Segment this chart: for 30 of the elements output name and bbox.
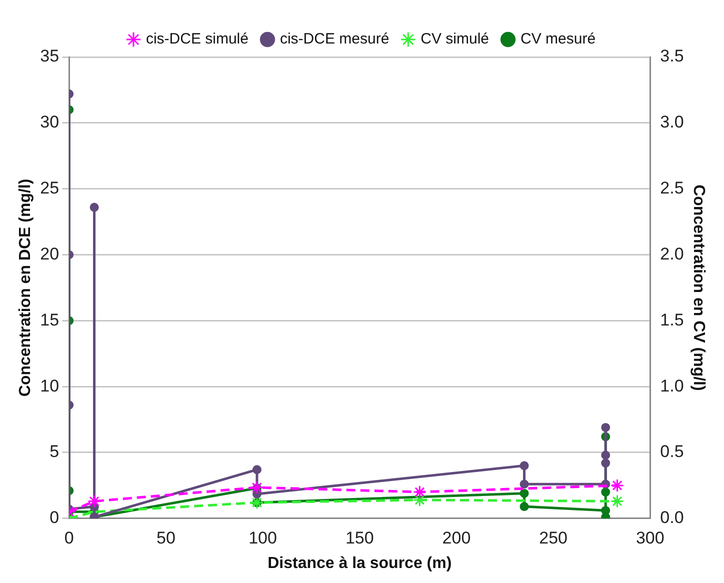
legend-label: CV mesuré bbox=[520, 30, 596, 48]
y-tick-label: 30 bbox=[40, 112, 60, 132]
x-axis-title: Distance à la source (m) bbox=[268, 554, 452, 572]
x-tick-label: 250 bbox=[539, 528, 568, 548]
y-tick-label: 35 bbox=[40, 46, 60, 66]
y-axis-title: Concentration en DCE (mg/l) bbox=[17, 178, 34, 397]
y2-tick-label: 2.5 bbox=[660, 178, 684, 198]
x-tick-label: 0 bbox=[64, 528, 74, 548]
x-tick-label: 300 bbox=[636, 528, 664, 548]
y2-tick-label: 3.0 bbox=[660, 112, 684, 132]
y2-axis-title: Concentration en CV (mg/l) bbox=[690, 184, 707, 391]
y2-tick-label: 0.5 bbox=[660, 442, 684, 462]
y-tick-label: 0 bbox=[50, 508, 60, 528]
x-tick-label: 150 bbox=[345, 528, 374, 548]
x-tick-label: 50 bbox=[156, 528, 176, 548]
y2-tick-label: 1.0 bbox=[660, 376, 684, 396]
y-tick-label: 20 bbox=[40, 244, 60, 264]
legend-label: CV simulé bbox=[420, 30, 490, 48]
y-tick-label: 15 bbox=[40, 310, 60, 330]
y2-tick-label: 0.0 bbox=[660, 508, 684, 528]
legend-label: cis-DCE simulé bbox=[146, 30, 248, 48]
y-tick-label: 25 bbox=[40, 178, 60, 198]
y2-tick-label: 2.0 bbox=[660, 244, 684, 264]
legend-label: cis-DCE mesuré bbox=[280, 30, 390, 48]
x-tick-label: 100 bbox=[248, 528, 277, 548]
y-tick-label: 5 bbox=[50, 442, 60, 462]
y-tick-label: 10 bbox=[40, 376, 60, 396]
x-tick-label: 200 bbox=[442, 528, 471, 548]
y2-tick-label: 3.5 bbox=[660, 46, 684, 66]
y2-tick-label: 1.5 bbox=[660, 310, 684, 330]
